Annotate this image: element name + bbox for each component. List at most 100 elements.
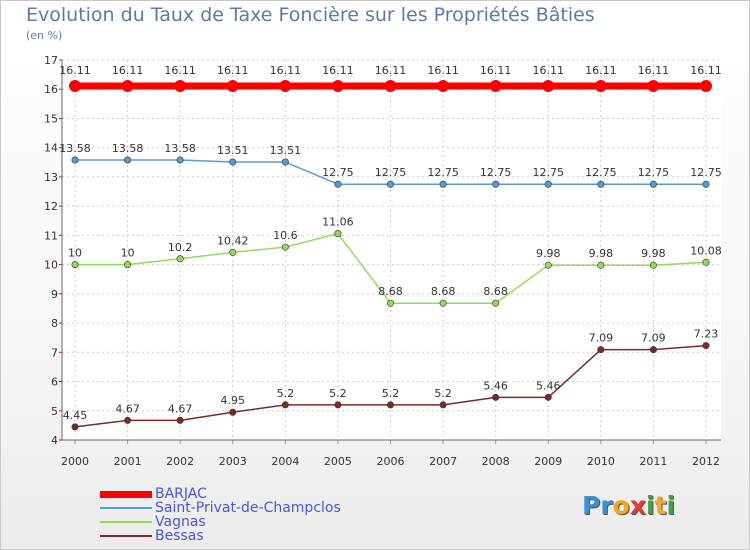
proxiti-logo[interactable]: Proxiti [582, 491, 675, 520]
data-point [279, 80, 292, 93]
data-point [544, 393, 552, 401]
data-point [334, 180, 342, 188]
data-label: 13.51 [217, 144, 249, 157]
data-point [649, 346, 657, 354]
data-label: 13.58 [164, 142, 196, 155]
y-tick-label: 6 [51, 376, 58, 389]
data-label: 13.51 [270, 144, 302, 157]
x-tick-label: 2008 [482, 455, 510, 468]
data-point [542, 80, 555, 93]
y-tick-label: 12 [44, 200, 58, 213]
data-label: 5.2 [329, 387, 347, 400]
data-label: 10.2 [168, 241, 193, 254]
data-point [439, 401, 447, 409]
data-label: 16.11 [217, 64, 249, 77]
data-point [597, 261, 605, 269]
data-label: 16.11 [585, 64, 617, 77]
series-saint-privat-de-champclos: 13.58 13.58 13.58 13.51 13.51 12.75 12.75 12.75… [59, 142, 722, 188]
data-label: 9.98 [589, 247, 614, 260]
data-point [331, 80, 344, 93]
data-point [281, 401, 289, 409]
data-label: 16.11 [270, 64, 302, 77]
data-label: 16.11 [375, 64, 407, 77]
data-label: 10.42 [217, 234, 249, 247]
data-point [121, 80, 134, 93]
data-point [492, 299, 500, 307]
data-point [176, 156, 184, 164]
data-label: 16.11 [638, 64, 670, 77]
x-tick-label: 2009 [534, 455, 562, 468]
y-tick-label: 10 [44, 259, 58, 272]
logo-letter: o [612, 491, 630, 520]
data-point [229, 248, 237, 256]
data-point [384, 80, 397, 93]
y-tick-label: 14 [44, 142, 58, 155]
data-point [69, 80, 81, 93]
data-label: 9.98 [641, 247, 666, 260]
x-tick-label: 2005 [324, 455, 352, 468]
series-vagnas: 10 10 10.2 10.42 10.6 11.06 8.68 8.68 8.68 9.98 9.… [68, 216, 722, 307]
data-label: 5.46 [536, 379, 561, 392]
data-point [439, 180, 447, 188]
x-tick-label: 2002 [166, 455, 194, 468]
y-tick-label: 17 [44, 54, 58, 67]
plot-area [62, 60, 721, 440]
chart-title: Evolution du Taux de Taxe Foncière sur l… [26, 4, 595, 26]
data-point [702, 342, 710, 350]
data-point [700, 80, 712, 93]
legend-swatch [100, 521, 152, 523]
data-point [229, 408, 237, 416]
data-label: 16.11 [480, 64, 512, 77]
x-tick-label: 2010 [587, 455, 615, 468]
data-point [594, 80, 607, 93]
data-point [281, 158, 289, 166]
data-point [649, 261, 657, 269]
data-label: 4.95 [221, 394, 246, 407]
data-point [71, 423, 79, 431]
data-label: 9.98 [536, 247, 561, 260]
data-point [229, 158, 237, 166]
data-point [174, 80, 187, 93]
logo-letter: i [646, 491, 655, 520]
data-label: 7.09 [641, 332, 666, 345]
data-point [492, 393, 500, 401]
series-bessas: 4.45 4.67 4.67 4.95 5.2 5.2 5.2 5.2 5.46 5.46 7.09… [63, 328, 718, 431]
data-point [647, 80, 660, 93]
data-label: 8.68 [431, 285, 456, 298]
data-point [71, 261, 79, 269]
data-label: 10 [68, 247, 82, 260]
unit-label: (en %) [26, 29, 63, 42]
data-point [489, 80, 502, 93]
data-label: 5.2 [434, 387, 452, 400]
data-point [226, 80, 239, 93]
data-label: 4.45 [63, 409, 88, 422]
y-tick-label: 15 [44, 112, 58, 125]
x-tick-label: 2001 [114, 455, 142, 468]
y-tick-label: 5 [51, 405, 58, 418]
data-point [124, 261, 132, 269]
data-label: 16.11 [533, 64, 565, 77]
data-point [597, 346, 605, 354]
legend-item: BARJAC [100, 487, 207, 501]
x-tick-label: 2006 [377, 455, 405, 468]
data-label: 10.08 [690, 244, 722, 257]
logo-letter: t [654, 491, 667, 520]
data-point [124, 416, 132, 424]
data-point [437, 80, 450, 93]
data-label: 5.2 [277, 387, 295, 400]
data-label: 13.58 [59, 142, 91, 155]
x-tick-label: 2000 [61, 455, 89, 468]
data-point [702, 180, 710, 188]
x-tick-label: 2012 [692, 455, 720, 468]
data-label: 16.11 [112, 64, 144, 77]
data-label: 16.11 [164, 64, 196, 77]
data-label: 12.75 [322, 166, 354, 179]
y-tick-label: 11 [44, 229, 58, 242]
logo-letter: i [666, 491, 676, 520]
data-label: 16.11 [690, 64, 722, 77]
data-label: 12.75 [533, 166, 565, 179]
logo-letter: x [629, 491, 646, 520]
data-label: 8.68 [378, 285, 403, 298]
y-tick-label: 8 [51, 317, 58, 330]
